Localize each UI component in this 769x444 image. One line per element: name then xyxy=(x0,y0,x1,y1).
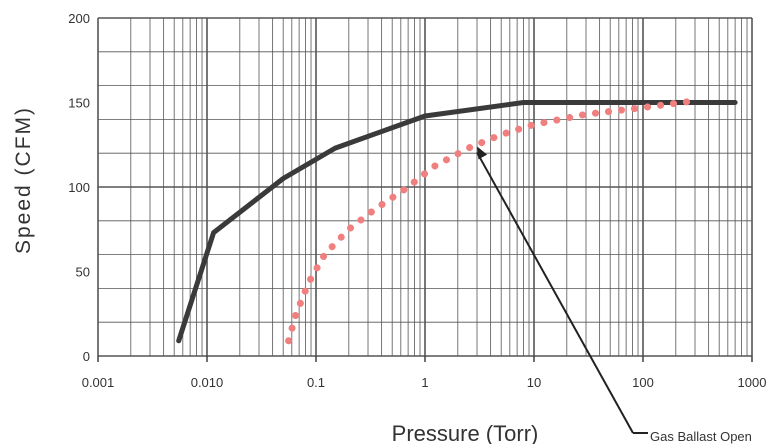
annotation-arrow-line xyxy=(476,151,634,434)
x-axis-title: Pressure (Torr) xyxy=(392,421,539,444)
x-tick-label: 1 xyxy=(421,375,428,390)
annotation: Gas Ballast Open xyxy=(476,146,752,444)
y-axis-title: Speed (CFM) xyxy=(12,106,35,254)
x-tick-labels: 0.001 0.010 0.1 1 10 100 1000 xyxy=(82,375,767,390)
x-tick-label: 100 xyxy=(632,375,654,390)
series-line-solid xyxy=(176,100,738,344)
x-tick-label: 0.1 xyxy=(307,375,325,390)
x-tick-label: 0.010 xyxy=(191,375,224,390)
y-tick-label: 0 xyxy=(83,349,90,364)
x-tick-label: 0.001 xyxy=(82,375,115,390)
annotation-label: Gas Ballast Open xyxy=(650,429,752,444)
series xyxy=(176,97,738,345)
y-tick-label: 50 xyxy=(76,265,90,280)
y-tick-label: 150 xyxy=(68,96,90,111)
x-tick-label: 1000 xyxy=(738,375,767,390)
y-tick-labels: 0 50 100 150 200 xyxy=(68,11,90,364)
y-tick-label: 200 xyxy=(68,11,90,26)
y-tick-label: 100 xyxy=(68,180,90,195)
series-line-dotted xyxy=(285,97,699,345)
x-tick-label: 10 xyxy=(527,375,541,390)
annotation-arrow-head xyxy=(477,146,488,160)
grid xyxy=(97,17,753,362)
